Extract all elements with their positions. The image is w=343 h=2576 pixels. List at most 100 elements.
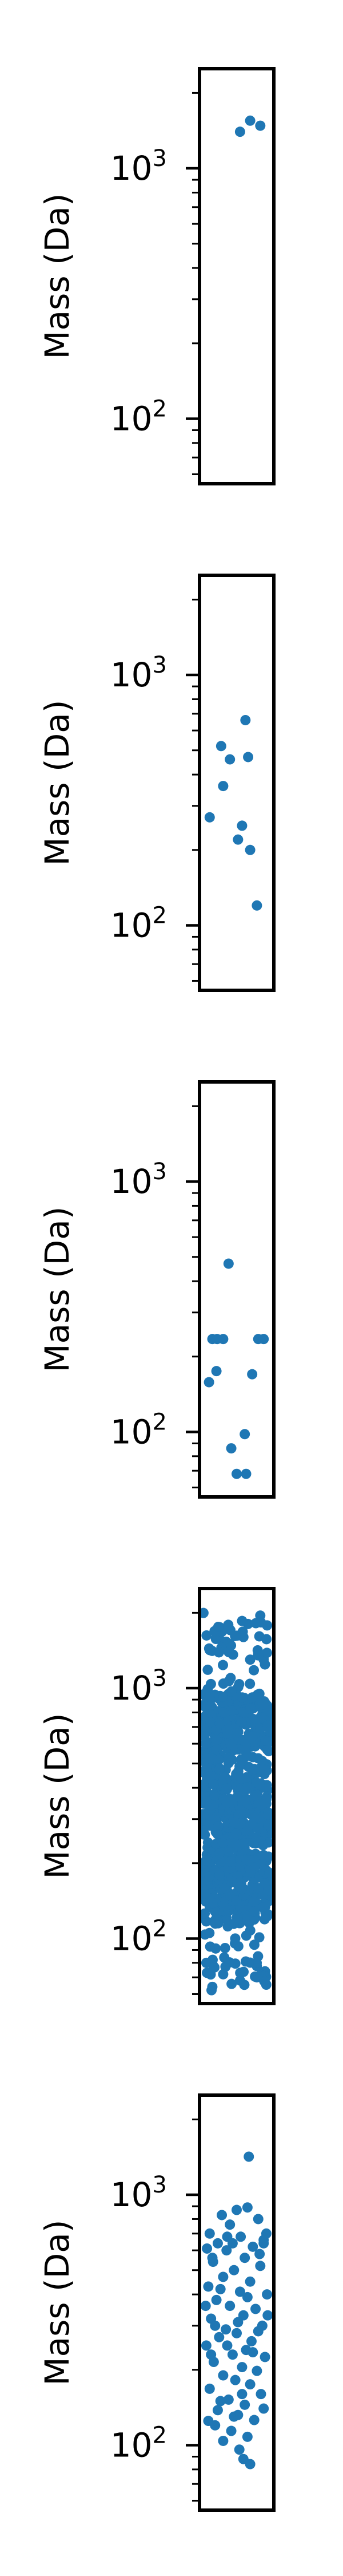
data-point [218, 2271, 229, 2282]
data-point [213, 1647, 224, 1658]
data-point [255, 2261, 266, 2271]
data-point [226, 1443, 237, 1454]
data-point [247, 1369, 258, 1380]
data-point [226, 1686, 237, 1697]
data-point [222, 2340, 233, 2351]
data-point [225, 2301, 236, 2312]
data-point [202, 1684, 213, 1694]
data-point [250, 2304, 261, 2314]
panel-3: Mass (Da) 102 103 [38, 1080, 276, 1499]
data-point [236, 2231, 246, 2242]
data-point [209, 1790, 220, 1801]
data-point [230, 1630, 241, 1641]
data-point [248, 1906, 259, 1917]
data-point [205, 1771, 216, 1781]
data-point [239, 1980, 250, 1990]
data-point [218, 1334, 229, 1345]
data-point [210, 2320, 221, 2331]
y-tick-label: 102 [110, 1409, 167, 1451]
plot-frame [198, 2093, 276, 2512]
plot-frame [198, 574, 276, 992]
data-point [258, 2403, 269, 2414]
plot-frame [198, 1587, 276, 2005]
data-point [255, 120, 266, 131]
data-point [245, 2459, 256, 2470]
data-point [237, 1615, 248, 1626]
data-point [204, 812, 215, 823]
y-tick-label: 103 [110, 652, 167, 694]
data-point [230, 1728, 241, 1739]
data-point [223, 2394, 234, 2405]
data-point [262, 1911, 273, 1922]
data-point [234, 2444, 245, 2455]
data-point [241, 1468, 252, 1479]
data-point [253, 2326, 264, 2337]
data-point [244, 2151, 254, 2162]
data-point [257, 1756, 268, 1767]
data-point [236, 1818, 246, 1828]
data-point [219, 1883, 230, 1894]
data-point [214, 1764, 225, 1775]
data-point [214, 1848, 225, 1859]
data-point [258, 1334, 269, 1345]
data-point [261, 1647, 272, 1658]
data-point [222, 1728, 233, 1739]
data-point [204, 1692, 215, 1702]
data-point [257, 1699, 268, 1710]
data-point [214, 1718, 225, 1729]
data-point [215, 2396, 226, 2407]
data-point [223, 1258, 234, 1269]
data-point [261, 1634, 272, 1645]
data-point [257, 1902, 268, 1913]
data-point [213, 1755, 224, 1765]
data-point [234, 1809, 245, 1820]
data-point [233, 834, 244, 845]
data-point [249, 1939, 260, 1950]
data-point [252, 1958, 262, 1969]
data-point [203, 2416, 214, 2427]
plot-frame [198, 67, 276, 485]
data-point [242, 2291, 253, 2302]
data-point [213, 1821, 224, 1832]
data-point [245, 2276, 256, 2287]
data-point [223, 1619, 234, 1630]
data-point [242, 1825, 253, 1836]
data-point [202, 1967, 213, 1978]
data-point [236, 1754, 247, 1765]
data-point [260, 2352, 270, 2362]
data-point [262, 1620, 273, 1631]
data-point [254, 1779, 265, 1789]
data-point [226, 1705, 237, 1716]
data-point [242, 2202, 253, 2213]
data-point [212, 2405, 223, 2416]
data-point [256, 2389, 266, 2400]
data-point [254, 1688, 265, 1699]
data-point [245, 2379, 256, 2390]
y-tick-label: 102 [110, 1915, 167, 1958]
data-point [248, 2241, 258, 2252]
data-point [218, 2435, 229, 2446]
data-point [201, 2340, 212, 2351]
data-point [213, 1621, 224, 1632]
data-point [214, 2332, 225, 2342]
data-point [211, 2294, 222, 2305]
data-point [223, 1906, 234, 1917]
data-point [242, 2431, 253, 2442]
data-point [235, 1967, 246, 1978]
data-point [240, 1429, 250, 1440]
panel-1: Mass (Da) 102 103 [38, 67, 276, 485]
data-point [233, 1941, 244, 1951]
data-point [237, 1797, 248, 1808]
data-point [227, 2238, 238, 2249]
data-point [237, 2362, 248, 2373]
data-point [229, 2265, 240, 2275]
data-point [225, 2219, 236, 2230]
data-point [202, 1664, 213, 1675]
y-tick-label: 102 [110, 2422, 167, 2464]
plot-frame [198, 1080, 276, 1499]
y-axis-label: Mass (Da) [38, 1207, 77, 1373]
data-point [203, 2281, 214, 2292]
data-point [241, 1930, 252, 1941]
data-point [209, 1906, 220, 1917]
data-point [210, 1918, 221, 1929]
